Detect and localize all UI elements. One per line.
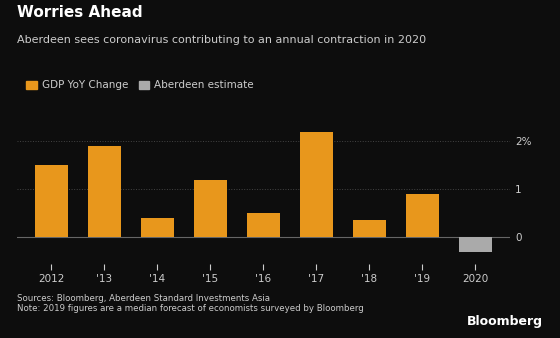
Bar <box>406 194 438 237</box>
Legend: GDP YoY Change, Aberdeen estimate: GDP YoY Change, Aberdeen estimate <box>22 76 258 95</box>
Text: Bloomberg: Bloomberg <box>467 315 543 328</box>
Bar <box>353 220 386 237</box>
Bar <box>247 213 279 237</box>
Bar <box>88 146 120 237</box>
Text: Aberdeen sees coronavirus contributing to an annual contraction in 2020: Aberdeen sees coronavirus contributing t… <box>17 35 426 46</box>
Bar <box>300 132 333 237</box>
Bar <box>141 218 174 237</box>
Text: Worries Ahead: Worries Ahead <box>17 5 142 20</box>
Text: Sources: Bloomberg, Aberdeen Standard Investments Asia
Note: 2019 figures are a : Sources: Bloomberg, Aberdeen Standard In… <box>17 294 363 313</box>
Bar <box>35 165 68 237</box>
Bar <box>194 180 227 237</box>
Bar <box>459 237 492 252</box>
